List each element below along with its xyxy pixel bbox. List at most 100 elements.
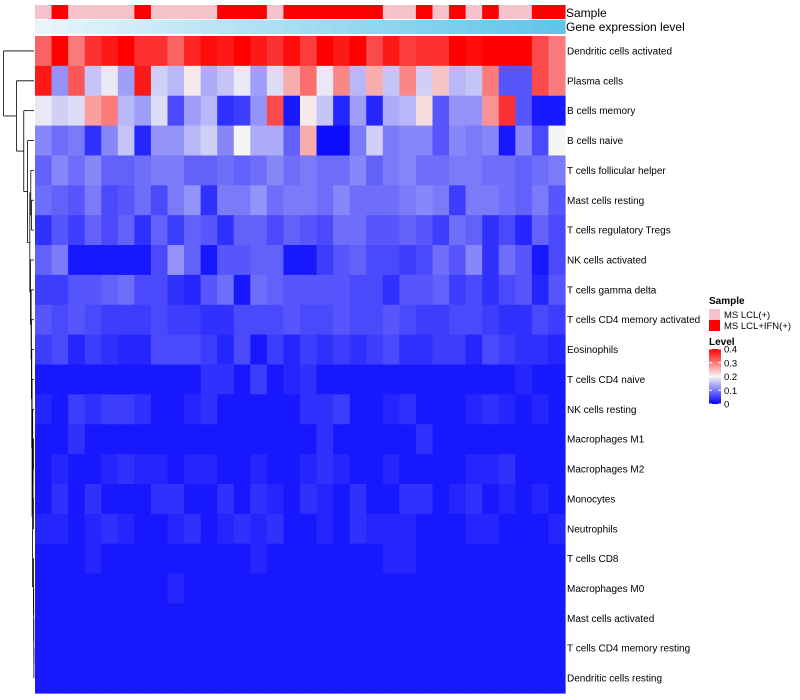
heatmap-cell <box>184 573 202 605</box>
heatmap-cell <box>266 513 285 545</box>
sample-annotation-cell <box>531 5 550 19</box>
heatmap-cell <box>349 95 367 127</box>
heatmap-cell <box>51 424 69 455</box>
heatmap-cell <box>51 483 69 515</box>
heatmap-cell <box>548 65 566 97</box>
heatmap-cell <box>150 603 169 634</box>
heatmap-cell <box>316 274 334 306</box>
heatmap-cell <box>134 65 152 97</box>
heatmap-cell <box>366 155 384 186</box>
heatmap-cell <box>101 454 119 485</box>
heatmap-cell <box>150 245 169 276</box>
heatmap-cell <box>84 573 102 605</box>
heatmap-cell <box>498 65 516 97</box>
heatmap-cell <box>84 304 102 336</box>
heatmap-cell <box>432 633 450 664</box>
heatmap-cell <box>449 424 467 455</box>
gene-annotation-cell <box>68 20 86 34</box>
heatmap-cell <box>432 543 450 575</box>
heatmap-cell <box>233 663 251 694</box>
heatmap-cell <box>399 424 417 455</box>
heatmap-cell <box>217 65 235 97</box>
heatmap-cell <box>250 483 268 515</box>
heatmap-cell <box>449 603 467 634</box>
heatmap-cell <box>415 424 434 455</box>
heatmap-cell <box>117 573 135 605</box>
heatmap-cell <box>316 513 334 545</box>
sample-annotation-cell <box>84 5 102 19</box>
heatmap-cell <box>531 663 550 694</box>
heatmap-cell <box>366 95 384 127</box>
heatmap-cell <box>150 394 169 425</box>
heatmap-cell <box>134 454 152 485</box>
heatmap-cell <box>117 334 135 366</box>
sample-annotation-cell <box>515 5 533 19</box>
heatmap-cell <box>449 95 467 127</box>
heatmap-cell <box>150 274 169 306</box>
heatmap-cell <box>184 454 202 485</box>
heatmap-cell <box>167 543 185 575</box>
heatmap-cell <box>101 36 119 67</box>
heatmap-cell <box>333 513 351 545</box>
heatmap-cell <box>399 65 417 97</box>
heatmap-cell <box>465 603 483 634</box>
heatmap-cell <box>449 543 467 575</box>
heatmap-cell <box>300 454 318 485</box>
heatmap-cell <box>399 364 417 395</box>
heatmap-cell <box>382 334 400 366</box>
row-label: Macrophages M1 <box>567 435 645 446</box>
heatmap-cell <box>300 603 318 634</box>
heatmap-cell <box>35 663 53 694</box>
heatmap-cell <box>68 274 86 306</box>
heatmap-cell <box>68 185 86 216</box>
heatmap-cell <box>548 424 566 455</box>
heatmap-cell <box>349 543 367 575</box>
heatmap-cell <box>217 454 235 485</box>
heatmap-cell <box>548 633 566 664</box>
legend-tick-label: 0 <box>724 400 729 411</box>
heatmap-cell <box>134 125 152 157</box>
heatmap-cell <box>233 334 251 366</box>
sample-annotation-cell <box>548 5 566 19</box>
heatmap-cell <box>150 304 169 336</box>
heatmap-cell <box>548 603 566 634</box>
heatmap-cell <box>449 36 467 67</box>
heatmap-cell <box>266 633 285 664</box>
heatmap-cell <box>266 424 285 455</box>
heatmap-cell <box>233 633 251 664</box>
heatmap-cell <box>449 125 467 157</box>
heatmap-cell <box>250 513 268 545</box>
heatmap-cell <box>35 543 53 575</box>
heatmap-cell <box>482 573 500 605</box>
heatmap-cell <box>548 394 566 425</box>
heatmap-cell <box>233 65 251 97</box>
heatmap-cell <box>316 334 334 366</box>
heatmap-cell <box>482 633 500 664</box>
heatmap-cell <box>84 663 102 694</box>
heatmap-cell <box>101 633 119 664</box>
heatmap-cell <box>167 483 185 515</box>
heatmap-cell <box>117 513 135 545</box>
heatmap-cell <box>101 185 119 216</box>
heatmap-cell <box>465 274 483 306</box>
heatmap-cell <box>200 155 218 186</box>
heatmap-cell <box>382 65 400 97</box>
heatmap-cell <box>101 125 119 157</box>
heatmap-cell <box>101 603 119 634</box>
heatmap-cell <box>498 394 516 425</box>
heatmap-cell <box>382 454 400 485</box>
heatmap-cell <box>300 215 318 246</box>
heatmap-cell <box>465 454 483 485</box>
sample-annotation-cell <box>382 5 400 19</box>
heatmap-cell <box>548 334 566 366</box>
heatmap-cell <box>266 543 285 575</box>
gene-annotation-cell <box>548 20 566 34</box>
heatmap-cell <box>184 245 202 276</box>
heatmap-cell <box>498 364 516 395</box>
legend-sample-swatch <box>709 320 720 331</box>
sample-annotation-cell <box>432 5 450 19</box>
heatmap-cell <box>68 125 86 157</box>
heatmap-cell <box>134 633 152 664</box>
heatmap-cell <box>266 185 285 216</box>
legend-sample-swatch <box>709 309 720 320</box>
